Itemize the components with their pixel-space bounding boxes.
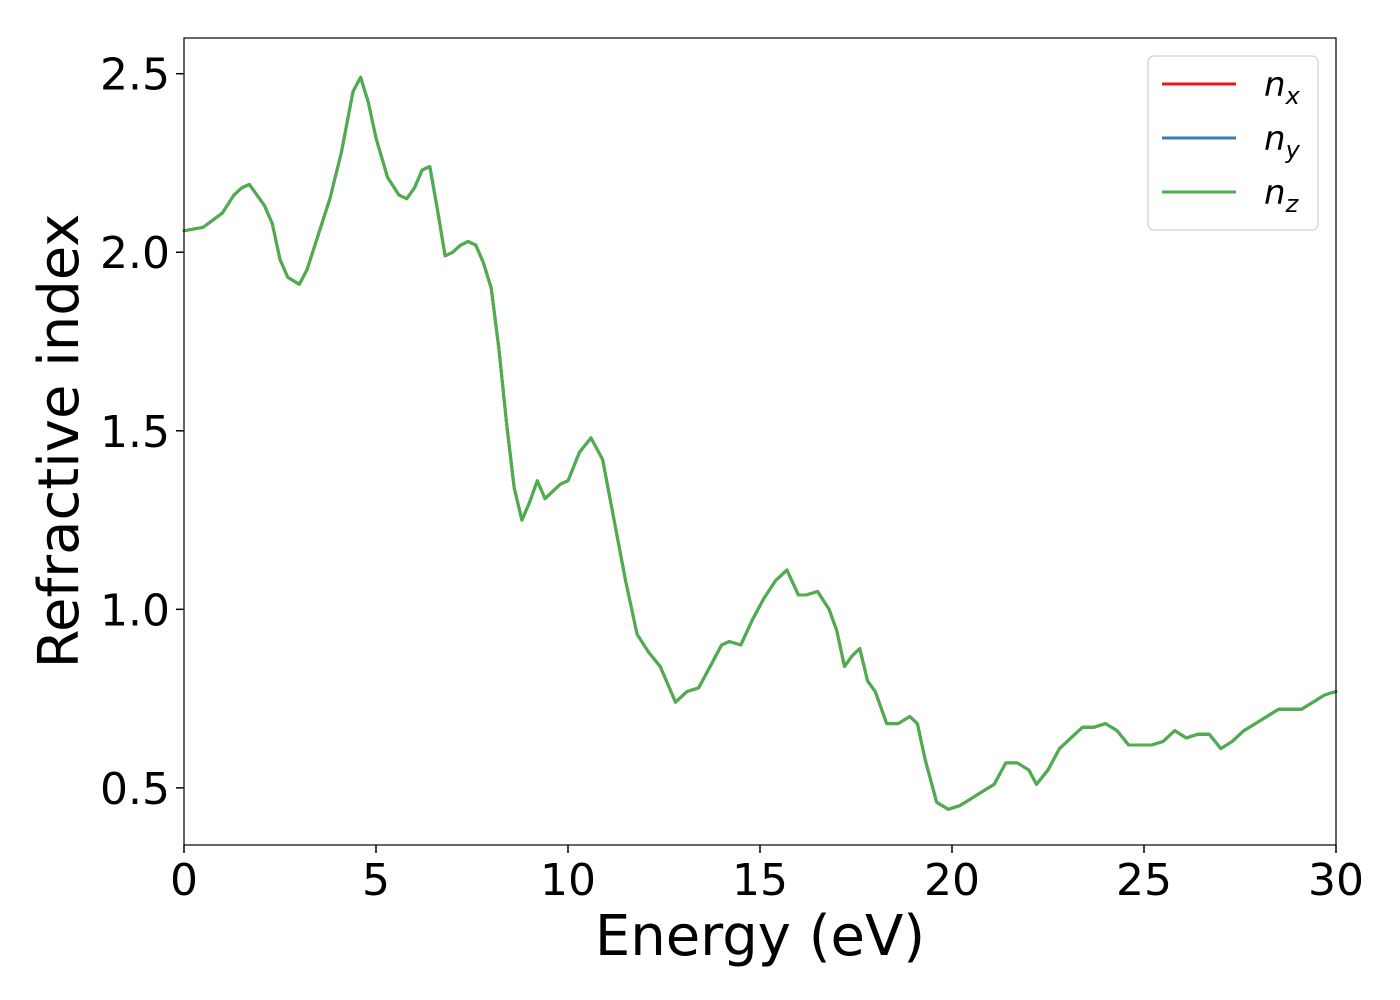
axes-group: 0 5 10 15 20 25 30 0.5 1.0 1.5 2.0 2.5: [100, 37, 1364, 906]
series-group: [182, 75, 1338, 811]
x-axis-label: Energy (eV): [595, 904, 925, 969]
x-tick-label: 20: [924, 855, 980, 906]
y-tick-label: 2.5: [100, 50, 170, 101]
y-tick-label: 1.5: [100, 407, 170, 458]
x-tick-label: 5: [362, 855, 390, 906]
legend-label-n-x: nx: [1264, 65, 1301, 110]
legend-label-n-z: nz: [1264, 173, 1300, 218]
legend: nx ny nz: [1147, 55, 1319, 231]
x-tick-label: 25: [1116, 855, 1172, 906]
x-tick-label: 10: [540, 855, 596, 906]
y-tick-label: 2.0: [100, 228, 170, 279]
plot-background: [184, 38, 1336, 845]
x-tick-label: 15: [732, 855, 788, 906]
y-tick-label: 1.0: [100, 585, 170, 636]
x-tick-label: 30: [1308, 855, 1364, 906]
y-axis-label: Refractive index: [27, 214, 92, 669]
legend-label-n-y: ny: [1264, 119, 1301, 164]
legend-box: [1147, 55, 1319, 231]
x-tick-label: 0: [170, 855, 198, 906]
y-tick-label: 0.5: [100, 764, 170, 815]
series-line-n-z: [182, 75, 1338, 811]
plot-area: [184, 38, 1336, 845]
